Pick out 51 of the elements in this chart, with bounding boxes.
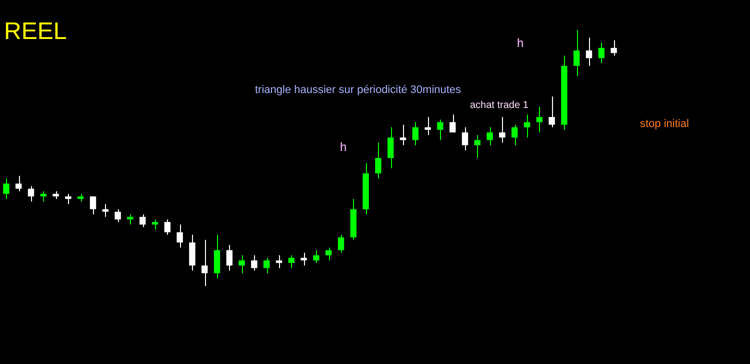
candlestick [189, 234, 196, 272]
text: stop initial [640, 118, 689, 130]
candlestick [164, 218, 170, 236]
candlestick [412, 122, 418, 146]
annotation: h [517, 36, 524, 50]
candlestick [300, 252, 307, 266]
candlestick [90, 196, 96, 215]
candlestick [226, 244, 232, 272]
candlestick [462, 126, 468, 151]
candlestick [176, 224, 183, 248]
candlestick [574, 30, 580, 77]
candlestick [276, 254, 282, 269]
candlestick [65, 193, 72, 205]
candlestick [400, 124, 406, 146]
candlestick [375, 142, 382, 179]
candlestick [3, 178, 10, 200]
candlestick [437, 119, 444, 141]
candlestick [127, 214, 134, 226]
annotation: achat trade 1 [470, 100, 528, 111]
candlestick [251, 254, 258, 272]
candlestick [474, 134, 480, 158]
candlestick [424, 116, 431, 136]
candlestick [610, 40, 617, 56]
candlestick [499, 116, 506, 144]
annotation: REEL [4, 18, 67, 46]
candlestick [288, 254, 294, 269]
candlestick [140, 214, 146, 228]
candlestick [264, 257, 270, 274]
candlestick [238, 254, 245, 274]
candlestick [152, 218, 158, 230]
annotation: h [340, 140, 347, 154]
candlestick [450, 114, 456, 133]
candlestick [114, 208, 121, 222]
candlestick [512, 124, 518, 146]
candlestick [388, 126, 394, 169]
annotation: triangle haussier sur périodicité 30minutes [255, 84, 462, 96]
candlestick [338, 234, 344, 254]
candlestick [16, 175, 22, 192]
candlestick [102, 204, 108, 218]
candlestick [326, 247, 332, 261]
candlestick [313, 250, 320, 264]
candlestick [214, 234, 220, 279]
candlestick [524, 114, 530, 138]
candlestick [586, 37, 592, 66]
candlestick [202, 239, 208, 286]
candlestick [28, 186, 34, 202]
candlestick [486, 126, 493, 146]
candlestick [548, 96, 555, 128]
candlestick [598, 42, 604, 64]
candlestick [536, 106, 542, 133]
candlestick [40, 190, 46, 202]
